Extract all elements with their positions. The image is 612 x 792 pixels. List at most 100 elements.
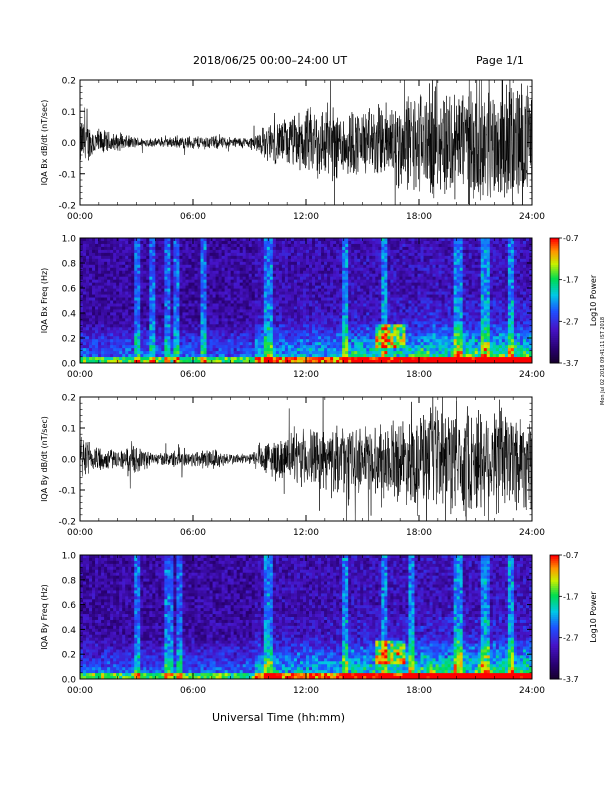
spectrogram-cell — [221, 297, 226, 301]
spectrogram-cell — [173, 306, 177, 310]
spectrogram-cell — [254, 354, 259, 358]
spectrogram-cell — [327, 309, 331, 313]
spectrogram-cell — [161, 324, 165, 328]
spectrogram-cell — [363, 267, 367, 272]
spectrogram-cell — [89, 303, 93, 307]
spectrogram-cell — [236, 324, 241, 328]
spectrogram-cell — [182, 279, 186, 284]
spectrogram-cell — [155, 291, 159, 295]
spectrogram-cell — [354, 333, 358, 337]
spectrogram-cell — [411, 324, 415, 328]
spectrogram-cell — [104, 282, 108, 287]
spectrogram-cell — [339, 318, 343, 322]
spectrogram-cell — [281, 324, 286, 328]
spectrogram-cell — [408, 333, 412, 337]
spectrogram-cell — [306, 252, 310, 257]
spectrogram-cell — [257, 345, 262, 349]
spectrogram-cell — [363, 252, 367, 257]
spectrogram-cell — [158, 345, 162, 349]
spectrogram-cell — [327, 255, 331, 260]
spectrogram-cell — [284, 285, 289, 289]
spectrogram-cell — [92, 252, 96, 257]
spectrogram-cell — [173, 276, 177, 281]
spectrogram-cell — [218, 357, 223, 361]
spectrogram-cell — [224, 288, 229, 292]
spectrogram-cell — [224, 354, 229, 358]
spectrogram-cell — [146, 333, 150, 337]
spectrogram-cell — [275, 276, 280, 281]
spectrogram-cell — [402, 255, 406, 260]
spectrogram-cell — [387, 270, 391, 275]
spectrogram-cell — [257, 294, 262, 298]
spectrogram-cell — [113, 321, 117, 325]
spectrogram-cell — [372, 318, 376, 322]
spectrogram-cell — [266, 282, 271, 287]
spectrogram-cell — [387, 360, 391, 364]
spectrogram-cell — [263, 240, 268, 245]
spectrogram-cell — [263, 282, 268, 287]
spectrogram-cell — [209, 294, 213, 298]
spectrogram-cell — [342, 240, 346, 245]
spectrogram-cell — [161, 336, 165, 340]
spectrogram-cell — [333, 291, 337, 295]
spectrogram-cell — [390, 288, 394, 292]
spectrogram-cell — [327, 258, 331, 263]
spectrogram-cell — [221, 351, 226, 355]
spectrogram-cell — [260, 351, 265, 355]
spectrogram-cell — [122, 351, 126, 355]
spectrogram-cell — [137, 354, 141, 358]
spectrogram-cell — [170, 330, 174, 334]
spectrogram-cell — [149, 333, 153, 337]
spectrogram-cell — [212, 273, 216, 278]
spectrogram-cell — [339, 309, 343, 313]
spectrogram-cell — [426, 321, 430, 325]
spectrogram-cell — [321, 318, 325, 322]
spectrogram-cell — [378, 264, 382, 269]
spectrogram-cell — [402, 291, 406, 295]
spectrogram-cell — [426, 238, 430, 242]
spectrogram-cell — [191, 252, 195, 257]
spectrogram-cell — [215, 238, 220, 242]
spectrogram-cell — [215, 246, 220, 251]
spectrogram-cell — [327, 270, 331, 275]
spectrogram-cell — [345, 348, 349, 352]
spectrogram-cell — [287, 330, 292, 334]
spectrogram-cell — [278, 303, 283, 307]
spectrogram-cell — [116, 315, 120, 319]
spectrogram-cell — [312, 279, 316, 284]
spectrogram-cell — [399, 318, 403, 322]
spectrogram-cell — [173, 321, 177, 325]
spectrogram-cell — [212, 333, 216, 337]
spectrogram-cell — [417, 270, 421, 275]
spectrogram-cell — [269, 336, 274, 340]
spectrogram-cell — [393, 261, 397, 266]
spectrogram-cell — [327, 285, 331, 289]
spectrogram-cell — [324, 279, 328, 284]
spectrogram-cell — [381, 252, 385, 257]
spectrogram-cell — [363, 288, 367, 292]
spectrogram-cell — [161, 249, 165, 254]
spectrogram-cell — [306, 282, 310, 287]
spectrogram-cell — [263, 345, 268, 349]
spectrogram-cell — [155, 312, 159, 316]
spectrogram-cell — [408, 306, 412, 310]
spectrogram-cell — [242, 282, 247, 287]
spectrogram-cell — [251, 327, 256, 331]
spectrogram-cell — [263, 300, 268, 304]
spectrogram-cell — [104, 360, 108, 364]
spectrogram-cell — [324, 318, 328, 322]
spectrogram-cell — [236, 240, 241, 245]
spectrogram-cell — [321, 273, 325, 278]
spectrogram-cell — [98, 330, 102, 334]
spectrogram-cell — [182, 252, 186, 257]
spectrogram-cell — [227, 339, 232, 343]
spectrogram-cell — [197, 306, 201, 310]
spectrogram-cell — [200, 351, 204, 355]
spectrogram-cell — [143, 345, 147, 349]
spectrogram-cell — [290, 357, 295, 361]
spectrogram-cell — [185, 255, 189, 260]
spectrogram-cell — [230, 300, 235, 304]
spectrogram-cell — [206, 318, 210, 322]
spectrogram-cell — [218, 240, 223, 245]
spectrogram-cell — [137, 303, 141, 307]
